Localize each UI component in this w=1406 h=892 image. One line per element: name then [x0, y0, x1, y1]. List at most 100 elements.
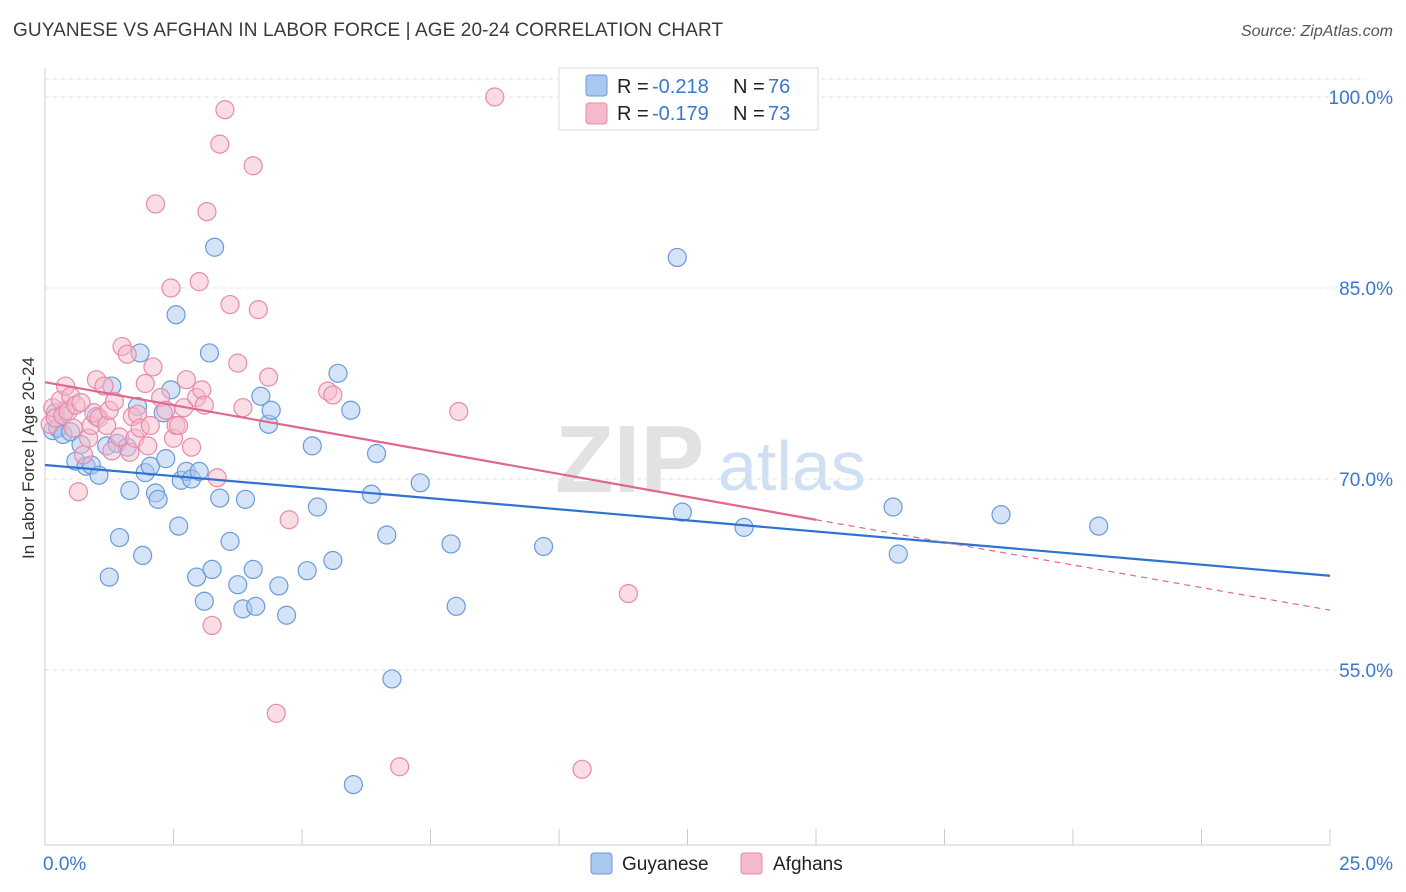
- point-guyanese: [269, 576, 289, 596]
- legend: R = -0.218 N = 76 R = -0.179 N = 73: [558, 67, 819, 131]
- point-guyanese: [133, 545, 153, 566]
- legend-n-label-afghans: N =: [733, 103, 765, 125]
- legend-n-value-guyanese: 76: [768, 76, 790, 98]
- point-afghans: [202, 615, 222, 636]
- chart-source: Source: ZipAtlas.com: [1240, 23, 1393, 40]
- legend-r-value-afghans: -0.179: [652, 103, 709, 125]
- point-afghans: [161, 278, 181, 298]
- point-guyanese: [187, 567, 207, 587]
- point-afghans: [390, 757, 410, 777]
- x-tick-label: 0.0%: [43, 854, 86, 875]
- point-guyanese: [672, 502, 692, 522]
- x-tick-label: 25.0%: [1339, 854, 1393, 875]
- point-guyanese: [991, 505, 1011, 525]
- point-afghans: [189, 272, 209, 292]
- point-guyanese: [156, 449, 176, 469]
- point-guyanese: [377, 525, 397, 545]
- point-afghans: [618, 583, 638, 604]
- point-afghans: [243, 156, 263, 176]
- point-afghans: [94, 376, 114, 396]
- series-afghans: [40, 87, 638, 779]
- trend-line-afghans-extrapolated: [815, 519, 1331, 611]
- point-guyanese: [343, 774, 363, 795]
- watermark: ZIP atlas: [555, 406, 866, 513]
- point-guyanese: [734, 517, 754, 537]
- point-guyanese: [120, 480, 140, 501]
- point-guyanese: [166, 305, 186, 325]
- point-afghans: [228, 353, 248, 373]
- point-afghans: [135, 373, 155, 394]
- point-afghans: [73, 445, 94, 465]
- point-afghans: [220, 294, 240, 315]
- point-guyanese: [307, 497, 328, 517]
- point-guyanese: [297, 561, 317, 581]
- point-guyanese: [276, 605, 297, 625]
- point-afghans: [117, 344, 137, 364]
- point-guyanese: [441, 534, 461, 554]
- point-afghans: [279, 510, 299, 530]
- point-guyanese: [410, 473, 430, 493]
- y-tick-label: 100.0%: [1329, 88, 1394, 109]
- point-guyanese: [341, 400, 361, 420]
- point-afghans: [323, 385, 343, 405]
- series-guyanese: [43, 237, 1109, 795]
- bottom-legend-swatch-afghans: [740, 852, 763, 875]
- y-axis-label: In Labor Force | Age 20-24: [19, 357, 38, 559]
- point-guyanese: [667, 247, 687, 268]
- point-afghans: [572, 759, 592, 779]
- point-afghans: [71, 393, 91, 413]
- point-afghans: [210, 134, 230, 154]
- point-guyanese: [883, 497, 903, 517]
- point-afghans: [181, 437, 202, 457]
- trend-lines: [44, 381, 1331, 611]
- axes: 55.0% 70.0% 85.0% 100.0% 0.0% 25.0%: [43, 68, 1393, 875]
- legend-r-label-guyanese: R =: [617, 76, 649, 98]
- point-afghans: [197, 202, 217, 222]
- bottom-legend-label-guyanese: Guyanese: [622, 854, 709, 875]
- point-afghans: [63, 418, 83, 438]
- point-guyanese: [323, 550, 343, 571]
- bottom-legend: Guyanese Afghans: [590, 852, 843, 875]
- point-guyanese: [194, 591, 214, 611]
- point-guyanese: [302, 436, 322, 456]
- point-afghans: [104, 391, 124, 411]
- point-afghans: [143, 357, 163, 377]
- point-afghans: [266, 703, 286, 723]
- point-guyanese: [446, 596, 466, 616]
- y-tick-label: 85.0%: [1339, 279, 1393, 300]
- trend-line-afghans: [44, 381, 817, 521]
- point-guyanese: [205, 237, 225, 257]
- point-guyanese: [235, 489, 256, 509]
- point-guyanese: [189, 461, 209, 481]
- legend-n-value-afghans: 73: [768, 103, 790, 125]
- point-guyanese: [228, 575, 248, 595]
- point-afghans: [258, 367, 279, 387]
- legend-r-label-afghans: R =: [617, 103, 649, 125]
- point-guyanese: [366, 443, 387, 464]
- point-afghans: [68, 482, 89, 502]
- point-guyanese: [210, 488, 230, 508]
- watermark-atlas: atlas: [718, 427, 866, 505]
- point-guyanese: [533, 536, 554, 557]
- point-guyanese: [251, 386, 271, 406]
- point-afghans: [176, 370, 196, 390]
- point-guyanese: [140, 456, 160, 476]
- point-guyanese: [382, 669, 402, 689]
- point-guyanese: [199, 343, 220, 363]
- point-afghans: [248, 300, 268, 320]
- point-afghans: [145, 194, 166, 214]
- point-afghans: [140, 415, 160, 436]
- point-guyanese: [148, 489, 168, 509]
- point-guyanese: [243, 559, 263, 580]
- point-guyanese: [888, 544, 908, 564]
- point-afghans: [169, 415, 189, 436]
- point-afghans: [215, 100, 235, 120]
- y-tick-label: 70.0%: [1339, 470, 1393, 491]
- legend-n-label-guyanese: N =: [733, 76, 765, 98]
- legend-r-value-guyanese: -0.218: [652, 76, 709, 98]
- point-guyanese: [220, 531, 240, 551]
- chart-title: GUYANESE VS AFGHAN IN LABOR FORCE | AGE …: [13, 20, 724, 41]
- point-guyanese: [169, 516, 189, 536]
- legend-swatch-afghans: [585, 102, 608, 125]
- point-guyanese: [109, 527, 130, 548]
